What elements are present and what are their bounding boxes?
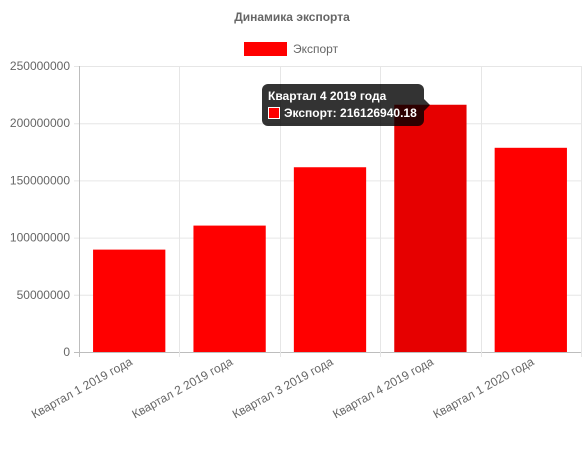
x-tick-label: Квартал 3 2019 года	[230, 354, 336, 421]
y-tick-label: 200000000	[10, 116, 70, 130]
bar[interactable]	[293, 167, 367, 352]
y-tick-label: 100000000	[10, 231, 70, 245]
bars[interactable]	[93, 104, 567, 352]
legend[interactable]: Экспорт	[244, 42, 339, 56]
bar[interactable]	[193, 225, 266, 352]
bar[interactable]	[394, 104, 467, 352]
y-tick-label: 0	[63, 345, 70, 359]
tooltip-row: Экспорт: 216126940.18	[268, 106, 418, 120]
legend-swatch[interactable]	[244, 42, 287, 56]
bar[interactable]	[93, 249, 166, 352]
x-tick-label: Квартал 1 2019 года	[29, 354, 135, 421]
x-tick-label: Квартал 4 2019 года	[330, 354, 436, 421]
tooltip-title: Квартал 4 2019 года	[268, 89, 387, 103]
bar[interactable]	[494, 147, 567, 352]
x-tick-label: Квартал 1 2020 года	[431, 354, 537, 421]
y-tick-label: 50000000	[17, 288, 71, 302]
tooltip-label: Экспорт: 216126940.18	[284, 106, 417, 120]
y-tick-label: 150000000	[10, 173, 70, 187]
legend-label[interactable]: Экспорт	[293, 42, 339, 56]
chart-title: Динамика экспорта	[234, 10, 350, 24]
tooltip-swatch	[268, 107, 280, 119]
y-axis: 0 50000000 100000000 150000000 200000000 2500…	[10, 59, 70, 359]
y-tick-label: 250000000	[10, 59, 70, 73]
x-tick-label: Квартал 2 2019 года	[130, 354, 236, 421]
tooltip: Квартал 4 2019 года Экспорт: 216126940.1…	[262, 84, 430, 126]
